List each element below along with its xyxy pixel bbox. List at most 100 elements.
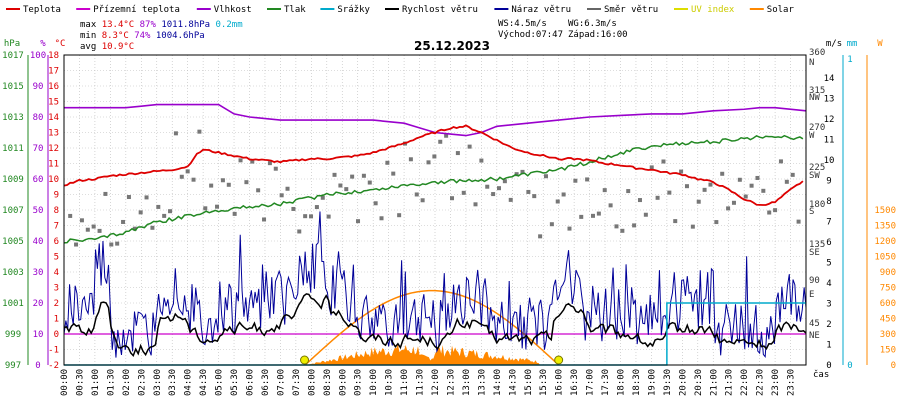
tick-w: 1200 <box>874 237 896 247</box>
tick-x: 08:30 <box>323 369 333 396</box>
plot-frame <box>63 54 807 366</box>
tick-mm: 0 <box>847 361 852 371</box>
tick-ms: 9 <box>826 177 831 187</box>
tick-x: 21:30 <box>725 369 735 396</box>
tick-hpa: 1017 <box>2 51 24 61</box>
wind-dir-point <box>79 218 84 223</box>
tick-x: 23:30 <box>787 369 797 396</box>
stat-max: max 13.4°C 87% 1011.8hPa 0.2mm <box>80 20 243 30</box>
tick-x: 20:30 <box>694 369 704 396</box>
wind-dir-point <box>696 199 701 204</box>
wind-dir-point <box>549 222 554 227</box>
wind-dir-point <box>291 206 296 211</box>
wind-dir-point <box>438 139 443 144</box>
legend-label: Směr větru <box>604 5 658 15</box>
wind-dir-point <box>608 203 613 208</box>
wind-dir-point <box>555 199 560 204</box>
tick-hpa: 999 <box>5 330 21 340</box>
wind-dir-point <box>643 212 648 217</box>
tick-w: 150 <box>880 346 896 356</box>
tick-pct: 50 <box>33 206 44 216</box>
axis-unit-mm: mm <box>847 39 858 49</box>
wind-dir-point <box>749 183 754 188</box>
legend-label: Solar <box>767 5 795 15</box>
wind-dir-point <box>432 154 437 159</box>
tick-w: 450 <box>880 315 896 325</box>
tick-x: 09:30 <box>354 369 364 396</box>
axis-unit-degc: °C <box>55 39 66 49</box>
tick-x: 19:30 <box>663 369 673 396</box>
wind-dir-point <box>361 173 366 178</box>
wind-dir-point <box>103 191 108 196</box>
tick-hpa: 1001 <box>2 299 24 309</box>
legend-label: Náraz větru <box>511 5 571 15</box>
legend-label: Teplota <box>23 5 61 15</box>
wind-dir-point <box>232 211 237 216</box>
tick-degc: -2 <box>48 361 59 371</box>
wind-dir-point <box>667 190 672 195</box>
tick-dir: 45 <box>809 319 820 329</box>
solar-area <box>305 344 541 365</box>
wind-dir-point <box>614 224 619 229</box>
tick-x: 22:00 <box>740 369 750 396</box>
wind-dir-point <box>790 172 795 177</box>
wind-dir-point <box>737 177 742 182</box>
wind-dir-point <box>150 225 155 230</box>
wind-dir-point <box>514 172 519 177</box>
tick-degc: 10 <box>48 175 59 185</box>
temperature-line <box>63 124 804 206</box>
tick-x: 00:00 <box>60 369 70 396</box>
tick-degc: 16 <box>48 82 59 92</box>
wind-dir-point <box>508 197 513 202</box>
tick-x: 17:00 <box>586 369 596 396</box>
tick-degc: 11 <box>48 160 59 170</box>
tick-mm: 1 <box>847 55 852 65</box>
stats-block: max 13.4°C 87% 1011.8hPa 0.2mm min 8.3°C… <box>80 20 243 52</box>
wind-dir-point <box>731 200 736 205</box>
tick-x: 20:00 <box>678 369 688 396</box>
wind-dir-point <box>344 187 349 192</box>
wind-dir-point <box>179 174 184 179</box>
wind-dir-point <box>778 159 783 164</box>
tick-x: 18:30 <box>632 369 642 396</box>
legend-label: Srážky <box>337 5 370 15</box>
sunrise: Východ:07:47 <box>498 30 563 40</box>
legend-label: Tlak <box>284 5 306 15</box>
wind-dir-point <box>338 183 343 188</box>
wind-dir-point <box>796 219 801 224</box>
tick-x: 11:30 <box>416 369 426 396</box>
wind-dir-point <box>173 131 178 136</box>
tick-pct: 30 <box>33 268 44 278</box>
tick-degc: 18 <box>48 51 59 61</box>
wind-dir-point <box>373 201 378 206</box>
tick-x: 05:30 <box>230 369 240 396</box>
tick-ms: 0 <box>826 361 831 371</box>
wind-dir-point <box>144 195 149 200</box>
tick-dir: NE <box>809 331 820 341</box>
humidity-line <box>64 103 807 137</box>
wind-dir-point <box>743 194 748 199</box>
tick-ms: 13 <box>824 95 835 105</box>
wind-dir-point <box>690 224 695 229</box>
tick-pct: 60 <box>33 175 44 185</box>
wind-dir-point <box>203 206 208 211</box>
wind-dir-point <box>356 219 361 224</box>
wind-dir-point <box>350 174 355 179</box>
wind-dir-point <box>773 208 778 213</box>
tick-pct: 100 <box>30 51 46 61</box>
wind-dir-point <box>226 182 231 187</box>
tick-degc: 0 <box>54 330 59 340</box>
wind-dir-point <box>637 198 642 203</box>
wind-dir-point <box>367 180 372 185</box>
wind-dir-point <box>520 169 525 174</box>
wind-dir-point <box>420 198 425 203</box>
wind-dir-point <box>567 226 572 231</box>
tick-x: 05:00 <box>215 369 225 396</box>
wind-dir-point <box>702 187 707 192</box>
tick-x: 02:00 <box>122 369 132 396</box>
wind-dir-point <box>238 158 243 163</box>
tick-x: 13:00 <box>462 369 472 396</box>
tick-degc: 6 <box>54 237 59 247</box>
tick-dir: 315 <box>809 86 825 96</box>
legend: Teplota Přízemní teplota Vlhkost Tlak Srážky… <box>6 5 794 15</box>
